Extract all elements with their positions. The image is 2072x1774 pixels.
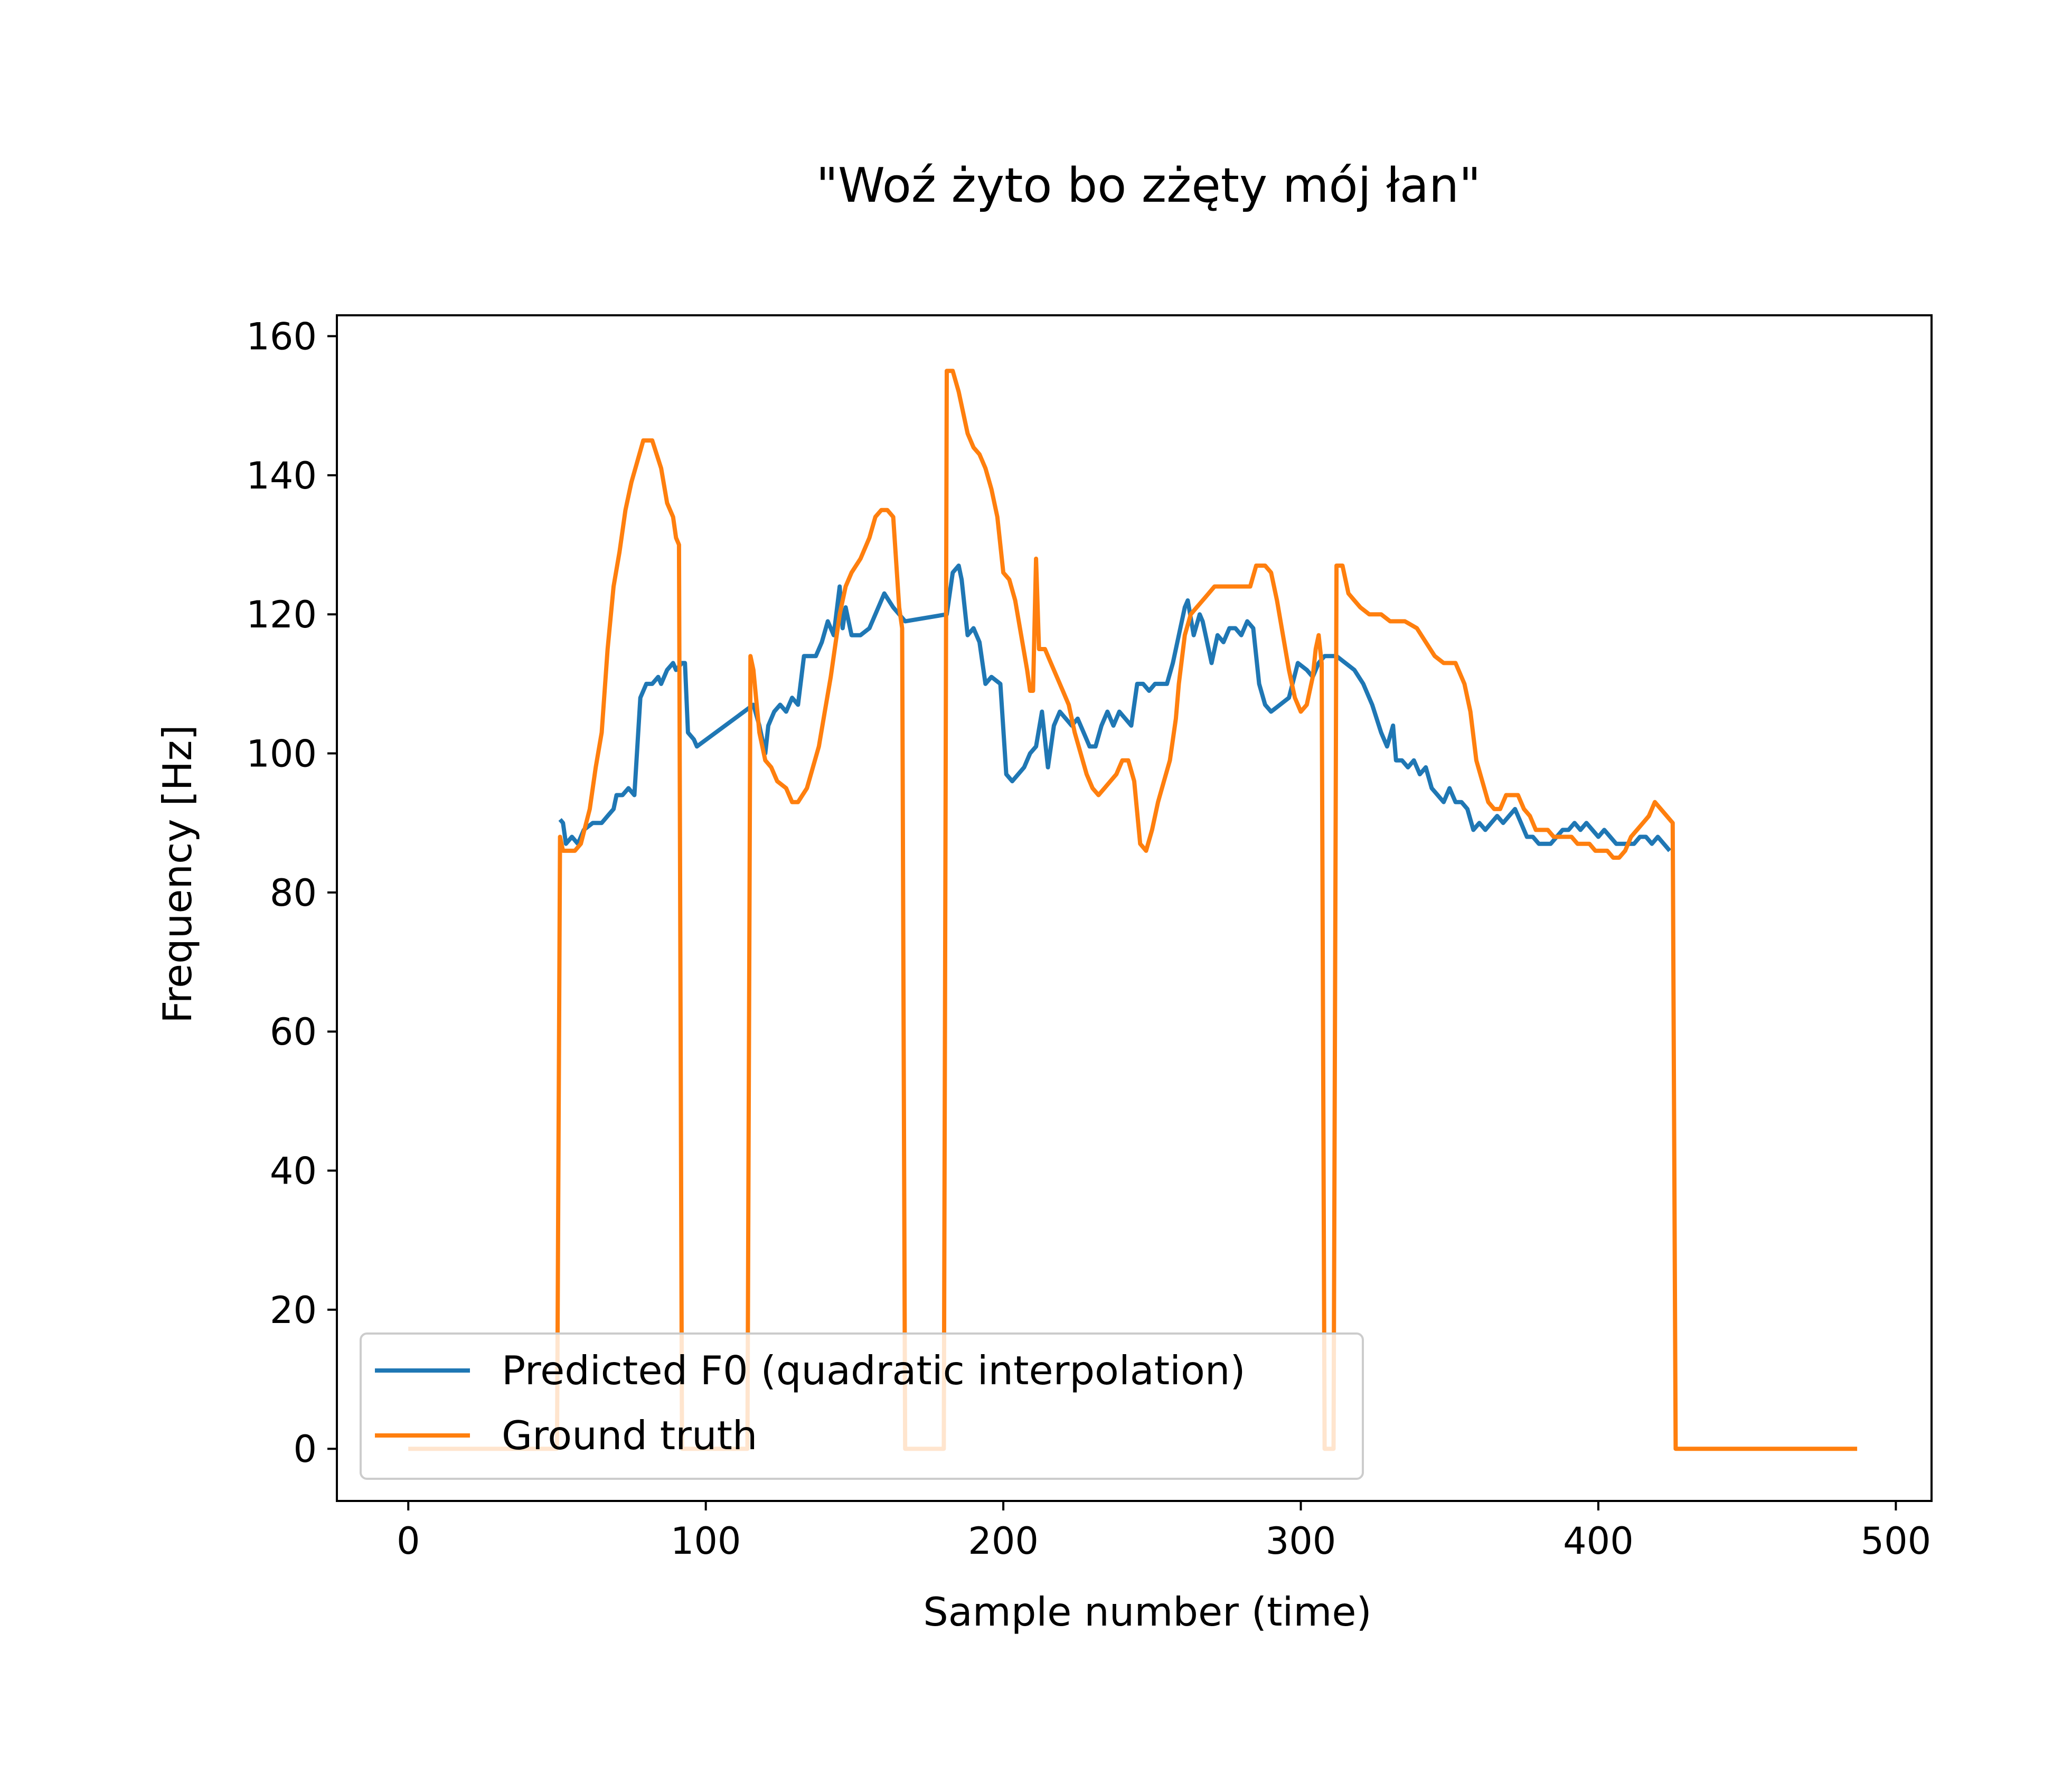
x-tick-label: 200 bbox=[968, 1519, 1039, 1563]
chart-title: "Woź żyto bo zżęty mój łan" bbox=[816, 158, 1481, 213]
plot-area: 0 100 200 300 400 500 0 20 40 60 80 100 120 140 160 bbox=[246, 314, 1933, 1563]
legend: Predicted F0 (quadratic interpolation) G… bbox=[360, 1332, 1364, 1480]
y-tick-label: 140 bbox=[246, 454, 317, 498]
y-tick-label: 160 bbox=[246, 315, 317, 359]
y-tick-label: 0 bbox=[293, 1428, 317, 1471]
x-tick-label: 100 bbox=[671, 1519, 741, 1563]
axes-frame bbox=[336, 314, 1933, 1502]
y-tick-label: 80 bbox=[270, 871, 317, 915]
x-axis-label: Sample number (time) bbox=[923, 1589, 1372, 1635]
y-tick-label: 120 bbox=[246, 593, 317, 636]
y-tick-label: 40 bbox=[270, 1150, 317, 1193]
y-tick-label: 60 bbox=[270, 1010, 317, 1054]
x-tick-label: 500 bbox=[1861, 1519, 1932, 1563]
y-axis-label: Frequency [Hz] bbox=[154, 725, 201, 1024]
y-tick-label: 100 bbox=[246, 733, 317, 776]
legend-box bbox=[360, 1332, 1364, 1480]
legend-label-ground-truth: Ground truth bbox=[502, 1412, 757, 1459]
series-line-ground-truth bbox=[408, 369, 1858, 1451]
x-tick-label: 0 bbox=[397, 1519, 420, 1563]
legend-label-predicted: Predicted F0 (quadratic interpolation) bbox=[502, 1347, 1246, 1394]
x-tick-label: 400 bbox=[1563, 1519, 1634, 1563]
x-tick-label: 300 bbox=[1266, 1519, 1336, 1563]
y-tick-label: 20 bbox=[270, 1289, 317, 1332]
